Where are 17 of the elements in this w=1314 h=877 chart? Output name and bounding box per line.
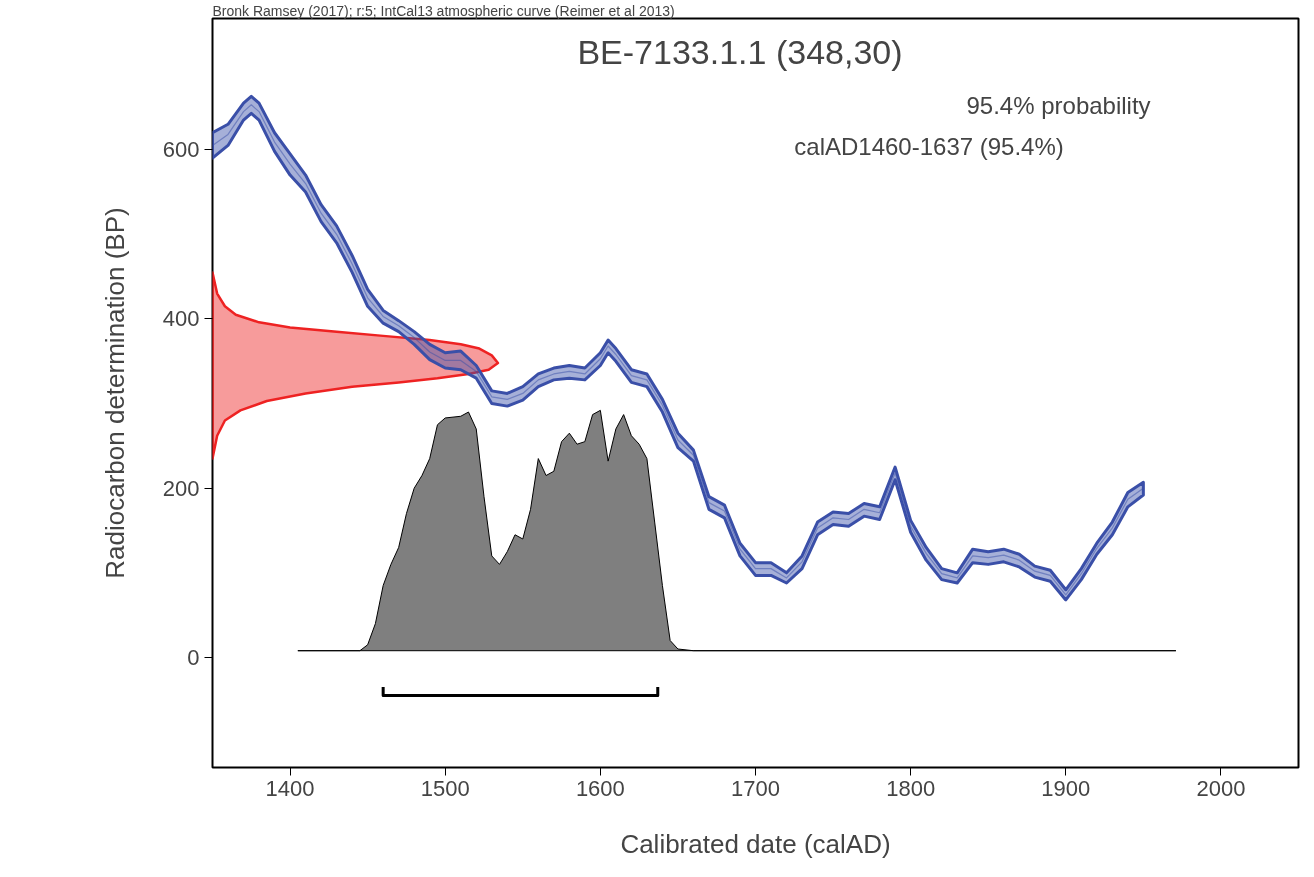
annotation: 95.4% probability [966,92,1151,120]
y-axis-title: Radiocarbon determination (BP) [99,207,130,579]
x-tick-label: 1500 [420,775,470,801]
x-tick-label: 1400 [265,775,315,801]
x-tick-label: 1900 [1041,775,1091,801]
x-tick-label: 1600 [575,775,625,801]
annotation: calAD1460-1637 (95.4%) [794,132,1064,160]
x-tick-label: 2000 [1196,775,1246,801]
chart-title: BE-7133.1.1 (348,30) [577,32,903,71]
y-tick-label: 0 [187,644,200,670]
annotation: Bronk Ramsey (2017); r:5; IntCal13 atmospheric curve (Reimer et al 2013) [212,2,675,19]
y-tick-label: 400 [162,306,200,332]
x-tick-label: 1800 [886,775,936,801]
x-axis-title: Calibrated date (calAD) [620,828,891,859]
x-tick-label: 1700 [731,775,780,801]
y-tick-label: 200 [162,475,200,501]
y-tick-label: 600 [162,137,200,163]
